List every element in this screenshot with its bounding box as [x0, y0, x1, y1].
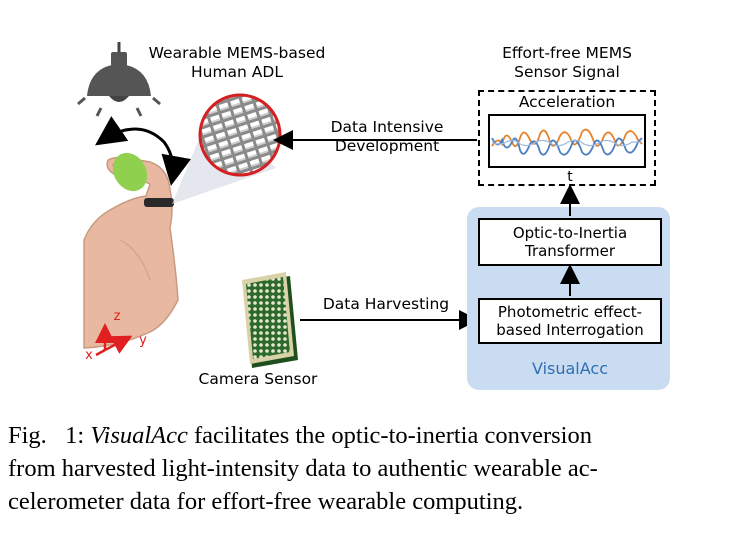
motion-arrow	[95, 116, 192, 186]
data-intensive-label-line2: Development	[334, 137, 440, 155]
figure: Wearable MEMS-based Human ADL Effort-fre…	[77, 42, 670, 390]
caption-line-2: from harvested light-intensity data to a…	[8, 455, 598, 482]
panel-label: VisualAcc	[531, 359, 609, 378]
data-intensive-label: Data Intensive Development	[302, 118, 472, 156]
camera-sensor-chip	[242, 272, 298, 368]
acceleration-signal	[491, 128, 643, 156]
transformer-line1: Optic-to-Inertia	[512, 224, 628, 242]
data-harvesting-label: Data Harvesting	[322, 295, 450, 313]
interrogation-box: Photometric effect- based Interrogation	[478, 298, 662, 344]
caption-line-1: facilitates the optic-to-inertia convers…	[187, 422, 592, 449]
time-axis-label: t	[567, 169, 573, 185]
lamp-icon	[77, 42, 161, 117]
axis-x-label: x	[85, 348, 93, 363]
wearable-label-line2: Human ADL	[190, 63, 283, 81]
adl-illustration	[77, 42, 479, 368]
axis-triad	[95, 323, 133, 357]
wearable-label-line1: Wearable MEMS-based	[148, 44, 326, 62]
effort-free-label: Effort-free MEMS Sensor Signal	[470, 44, 664, 82]
effort-free-label-line1: Effort-free MEMS	[502, 44, 632, 62]
effort-free-label-line2: Sensor Signal	[514, 63, 620, 81]
panel-arrows	[560, 184, 580, 296]
caption-italic: VisualAcc	[90, 422, 188, 449]
signal-plot-frame	[488, 114, 646, 168]
caption-line-3: celerometer data for effort-free wearabl…	[8, 488, 524, 515]
axis-z-label: z	[113, 309, 121, 324]
transformer-line2: Transformer	[524, 242, 615, 260]
arm-illustration	[83, 152, 179, 349]
interrogation-line2: based Interrogation	[496, 321, 644, 339]
figure-caption: Fig. 1: VisualAcc facilitates the optic-…	[8, 419, 735, 518]
wearable-label: Wearable MEMS-based Human ADL	[132, 44, 342, 82]
interrogation-line1: Photometric effect-	[497, 303, 643, 321]
axis-y-label: y	[139, 333, 147, 348]
caption-prefix: Fig. 1:	[8, 422, 91, 449]
camera-sensor-label: Camera Sensor	[198, 370, 318, 388]
data-intensive-label-line1: Data Intensive	[330, 118, 444, 136]
acceleration-title: Acceleration	[518, 93, 616, 111]
transformer-box: Optic-to-Inertia Transformer	[478, 218, 662, 266]
